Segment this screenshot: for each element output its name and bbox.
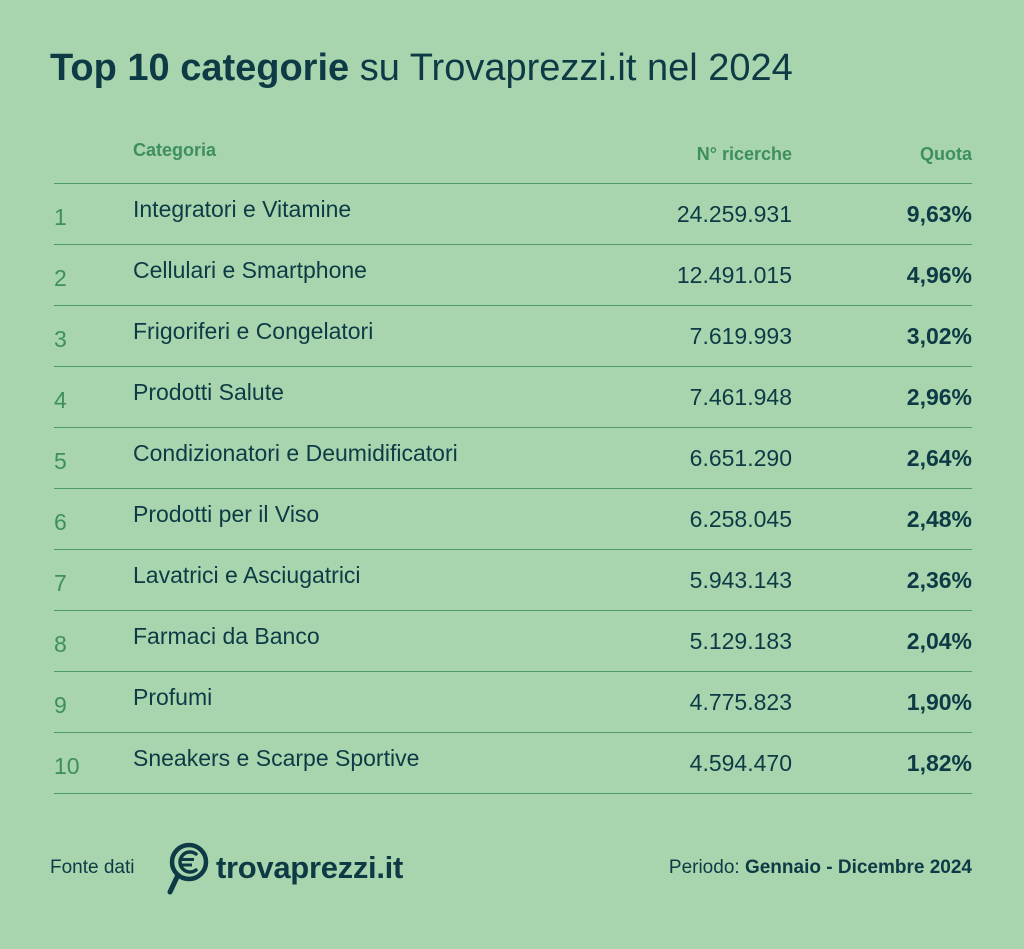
row-share: 1,82% (906, 750, 972, 776)
row-share: 1,90% (906, 689, 972, 715)
header-category: Categoria (133, 140, 217, 160)
row-share: 4,96% (906, 262, 972, 288)
row-searches: 4.775.823 (689, 689, 792, 715)
row-searches: 4.594.470 (689, 750, 792, 776)
page-title: Top 10 categorie su Trovaprezzi.it nel 2… (50, 42, 793, 94)
row-share: 2,04% (906, 628, 972, 654)
row-share: 2,36% (906, 567, 972, 593)
table-row: 7 Lavatrici e Asciugatrici 5.943.143 2,3… (54, 550, 972, 611)
row-rank: 10 (54, 753, 80, 779)
row-share: 3,02% (906, 323, 972, 349)
row-rank: 2 (54, 265, 67, 291)
row-searches: 12.491.015 (676, 262, 792, 288)
row-searches: 7.461.948 (689, 384, 792, 410)
row-category: Frigoriferi e Congelatori (133, 318, 374, 344)
row-category: Condizionatori e Deumidificatori (133, 440, 458, 466)
row-rank: 8 (54, 631, 67, 657)
row-searches: 24.259.931 (676, 201, 792, 227)
row-category: Lavatrici e Asciugatrici (133, 562, 361, 588)
footer: Fonte dati trovaprezzi.it Periodo: Genna… (50, 838, 972, 898)
table-row: 6 Prodotti per il Viso 6.258.045 2,48% (54, 489, 972, 550)
row-searches: 7.619.993 (689, 323, 792, 349)
header-searches: N° ricerche (696, 144, 792, 164)
row-searches: 5.129.183 (689, 628, 792, 654)
header-share: Quota (920, 144, 972, 164)
table-row: 1 Integratori e Vitamine 24.259.931 9,63… (54, 184, 972, 245)
trovaprezzi-logo: trovaprezzi.it (166, 840, 403, 896)
row-share: 2,96% (906, 384, 972, 410)
table-row: 5 Condizionatori e Deumidificatori 6.651… (54, 428, 972, 489)
row-category: Profumi (133, 684, 213, 710)
row-rank: 3 (54, 326, 67, 352)
magnifier-euro-icon (167, 842, 209, 895)
table-row: 9 Profumi 4.775.823 1,90% (54, 672, 972, 733)
row-rank: 6 (54, 509, 67, 535)
row-category: Cellulari e Smartphone (133, 257, 367, 283)
row-category: Prodotti per il Viso (133, 501, 320, 527)
row-rank: 4 (54, 387, 67, 413)
source-label: Fonte dati (50, 857, 135, 878)
ranking-table: Categoria N° ricerche Quota 1 Integrator… (54, 128, 972, 794)
row-searches: 6.651.290 (689, 445, 792, 471)
row-share: 9,63% (906, 201, 972, 227)
period: Periodo: Gennaio - Dicembre 2024 (669, 857, 972, 879)
row-rank: 7 (54, 570, 67, 596)
table-row: 10 Sneakers e Scarpe Sportive 4.594.470 … (54, 733, 972, 794)
row-share: 2,48% (906, 506, 972, 532)
title-regular: su Trovaprezzi.it nel 2024 (359, 47, 793, 89)
period-label: Periodo: (668, 857, 740, 878)
row-category: Prodotti Salute (133, 379, 284, 405)
row-category: Integratori e Vitamine (133, 196, 352, 222)
row-rank: 5 (54, 448, 67, 474)
period-value: Gennaio - Dicembre 2024 (744, 857, 972, 878)
table-header: Categoria N° ricerche Quota (54, 128, 972, 183)
row-category: Sneakers e Scarpe Sportive (133, 745, 420, 771)
row-searches: 5.943.143 (689, 567, 792, 593)
row-rank: 9 (54, 692, 67, 718)
table-row: 4 Prodotti Salute 7.461.948 2,96% (54, 367, 972, 428)
row-searches: 6.258.045 (689, 506, 792, 532)
table-row: 2 Cellulari e Smartphone 12.491.015 4,96… (54, 245, 972, 306)
row-share: 2,64% (906, 445, 972, 471)
title-bold: Top 10 categorie (50, 47, 350, 89)
row-category: Farmaci da Banco (133, 623, 320, 649)
logo-text: trovaprezzi.it (216, 850, 404, 885)
table-body: 1 Integratori e Vitamine 24.259.931 9,63… (54, 183, 972, 794)
row-rank: 1 (54, 204, 67, 230)
table-row: 8 Farmaci da Banco 5.129.183 2,04% (54, 611, 972, 672)
table-row: 3 Frigoriferi e Congelatori 7.619.993 3,… (54, 306, 972, 367)
